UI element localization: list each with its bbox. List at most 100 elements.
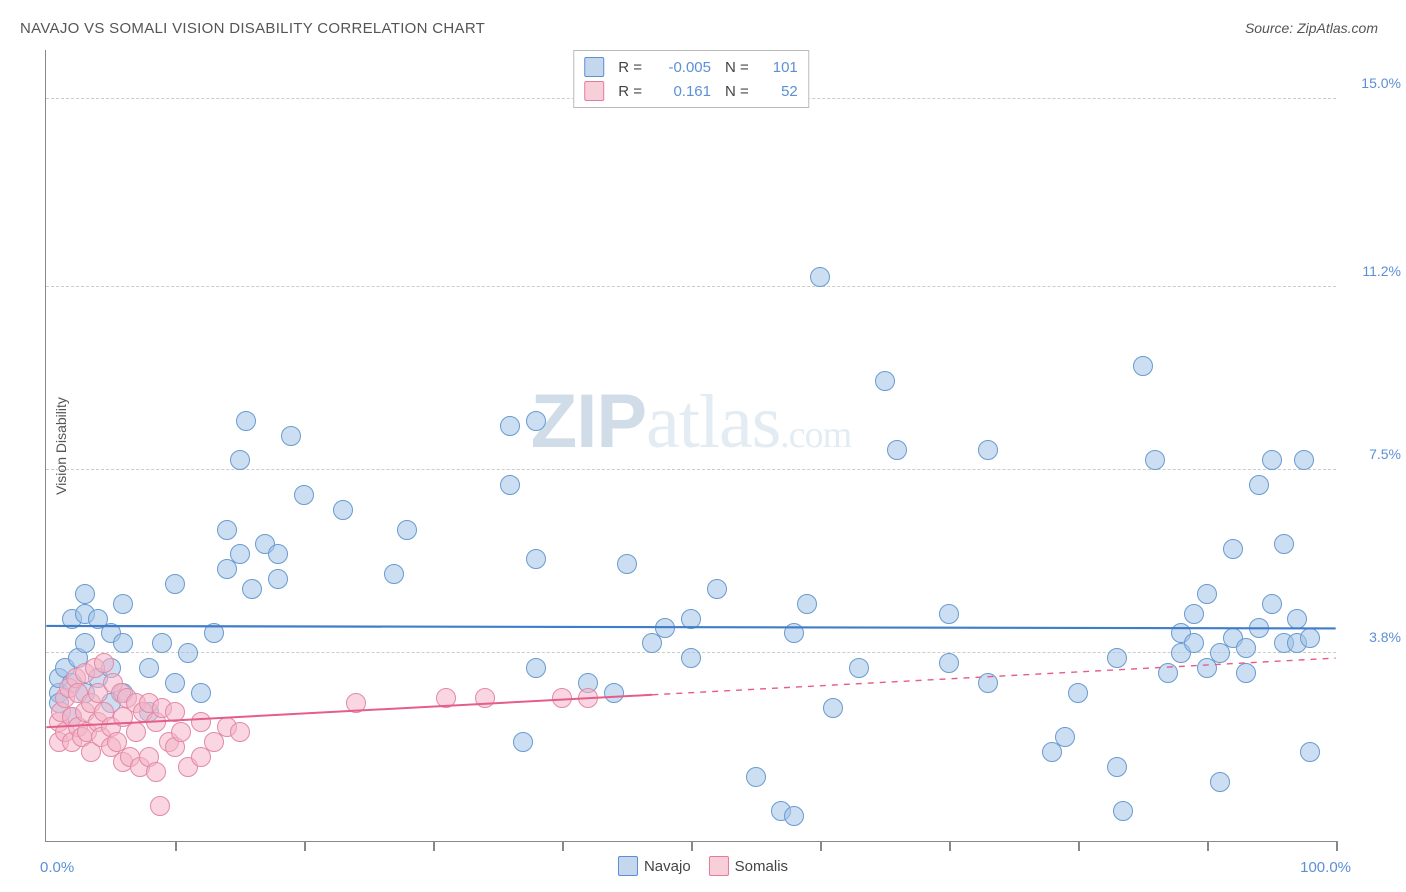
n-label: N = xyxy=(725,59,749,76)
n-label: N = xyxy=(725,83,749,100)
navajo-point xyxy=(1300,742,1320,762)
navajo-point xyxy=(152,633,172,653)
legend-swatch xyxy=(584,81,604,101)
navajo-point xyxy=(1210,772,1230,792)
chart-title: NAVAJO VS SOMALI VISION DISABILITY CORRE… xyxy=(20,20,485,37)
y-tick-label: 15.0% xyxy=(1346,75,1401,91)
navajo-point xyxy=(1249,475,1269,495)
r-label: R = xyxy=(618,59,642,76)
navajo-point xyxy=(526,549,546,569)
navajo-point xyxy=(236,411,256,431)
navajo-point xyxy=(604,683,624,703)
navajo-point xyxy=(1300,628,1320,648)
navajo-point xyxy=(1145,450,1165,470)
correlation-legend-row: R =0.161N =52 xyxy=(584,79,798,103)
navajo-point xyxy=(397,520,417,540)
watermark-atlas: atlas xyxy=(646,380,780,464)
watermark-dotcom: .com xyxy=(780,414,851,456)
navajo-point xyxy=(849,658,869,678)
navajo-point xyxy=(746,767,766,787)
somali-point xyxy=(552,688,572,708)
navajo-point xyxy=(1294,450,1314,470)
y-tick-label: 7.5% xyxy=(1346,446,1401,462)
navajo-point xyxy=(191,683,211,703)
navajo-point xyxy=(1184,633,1204,653)
navajo-point xyxy=(75,633,95,653)
chart-container: NAVAJO VS SOMALI VISION DISABILITY CORRE… xyxy=(0,0,1406,892)
legend-label: Navajo xyxy=(644,858,691,875)
navajo-point xyxy=(1262,594,1282,614)
navajo-point xyxy=(268,569,288,589)
navajo-point xyxy=(526,411,546,431)
navajo-point xyxy=(1107,757,1127,777)
navajo-point xyxy=(230,544,250,564)
somali-point xyxy=(230,722,250,742)
n-value: 101 xyxy=(763,59,798,76)
navajo-point xyxy=(1197,584,1217,604)
navajo-point xyxy=(887,440,907,460)
x-tick xyxy=(820,841,822,851)
y-tick-label: 11.2% xyxy=(1346,263,1401,279)
x-axis-min-label: 0.0% xyxy=(40,859,74,876)
navajo-point xyxy=(1223,539,1243,559)
navajo-point xyxy=(1287,609,1307,629)
navajo-point xyxy=(139,658,159,678)
watermark-zip: ZIP xyxy=(531,379,646,464)
navajo-point xyxy=(875,371,895,391)
navajo-point xyxy=(178,643,198,663)
gridline xyxy=(46,286,1336,287)
navajo-point xyxy=(681,609,701,629)
navajo-point xyxy=(1068,683,1088,703)
x-tick xyxy=(1207,841,1209,851)
navajo-point xyxy=(204,623,224,643)
navajo-point xyxy=(655,618,675,638)
x-tick xyxy=(304,841,306,851)
navajo-point xyxy=(242,579,262,599)
navajo-point xyxy=(797,594,817,614)
navajo-point xyxy=(500,475,520,495)
x-tick xyxy=(691,841,693,851)
navajo-point xyxy=(1113,801,1133,821)
navajo-point xyxy=(1055,727,1075,747)
y-tick-label: 3.8% xyxy=(1346,629,1401,645)
navajo-point xyxy=(978,440,998,460)
series-legend: Navajo Somalis xyxy=(618,856,788,876)
correlation-legend-row: R =-0.005N =101 xyxy=(584,55,798,79)
navajo-point xyxy=(333,500,353,520)
r-value: 0.161 xyxy=(656,83,711,100)
navajo-point xyxy=(810,267,830,287)
watermark: ZIPatlas.com xyxy=(531,378,851,466)
navajo-point xyxy=(384,564,404,584)
navajo-point xyxy=(939,604,959,624)
x-tick xyxy=(562,841,564,851)
somali-point xyxy=(94,653,114,673)
navajo-point xyxy=(165,574,185,594)
navajo-point xyxy=(1236,663,1256,683)
navajo-point xyxy=(1158,663,1178,683)
navajo-point xyxy=(268,544,288,564)
navajo-point xyxy=(784,623,804,643)
navajo-point xyxy=(1107,648,1127,668)
navajo-point xyxy=(165,673,185,693)
navajo-point xyxy=(617,554,637,574)
somali-point xyxy=(436,688,456,708)
navajo-point xyxy=(784,806,804,826)
n-value: 52 xyxy=(763,83,798,100)
navajo-point xyxy=(281,426,301,446)
legend-item: Navajo xyxy=(618,856,691,876)
navajo-point xyxy=(217,520,237,540)
x-tick xyxy=(1336,841,1338,851)
navajo-point xyxy=(939,653,959,673)
legend-item: Somalis xyxy=(709,856,788,876)
plot-area: ZIPatlas.com R =-0.005N =101R =0.161N =5… xyxy=(45,50,1336,842)
navajo-point xyxy=(1274,534,1294,554)
navajo-point xyxy=(526,658,546,678)
navajo-point xyxy=(707,579,727,599)
navajo-point xyxy=(113,594,133,614)
navajo-point xyxy=(75,584,95,604)
navajo-point xyxy=(294,485,314,505)
navajo-point xyxy=(230,450,250,470)
legend-swatch xyxy=(584,57,604,77)
navajo-point xyxy=(1236,638,1256,658)
navajo-point xyxy=(1184,604,1204,624)
